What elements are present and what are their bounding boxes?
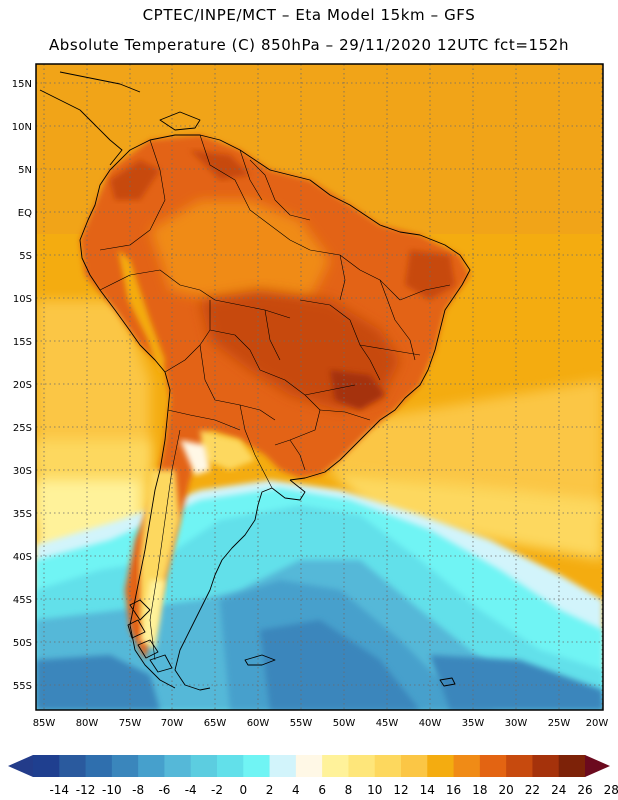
lon-label: 40W bbox=[419, 718, 442, 729]
lat-label: 55S bbox=[13, 681, 32, 692]
colorbar-swatch bbox=[401, 755, 428, 777]
colorbar-swatch bbox=[374, 755, 402, 777]
colorbar-swatch bbox=[558, 755, 586, 777]
lat-label: 20S bbox=[13, 380, 32, 391]
lon-label: 55W bbox=[290, 718, 313, 729]
colorbar-tick-label: 2 bbox=[266, 783, 274, 797]
lat-label: 30S bbox=[13, 466, 32, 477]
lat-label: 5N bbox=[18, 165, 32, 176]
lon-label: 35W bbox=[462, 718, 485, 729]
map-frame bbox=[35, 63, 604, 711]
colorbar-boxes bbox=[33, 755, 586, 777]
lat-label: EQ bbox=[18, 208, 32, 219]
colorbar-swatch bbox=[479, 755, 507, 777]
colorbar-swatch bbox=[295, 755, 323, 777]
colorbar-swatch bbox=[138, 755, 165, 777]
longitude-labels: 85W 80W 75W 70W 65W 60W 55W 50W 45W 40W … bbox=[33, 718, 609, 729]
country-borders bbox=[99, 134, 451, 661]
lon-label: 70W bbox=[161, 718, 184, 729]
colorbar-tick-label: -8 bbox=[132, 783, 144, 797]
lat-label: 15S bbox=[13, 337, 32, 348]
colorbar-tick-label: -14 bbox=[49, 783, 69, 797]
lat-label: 15N bbox=[12, 79, 32, 90]
lon-label: 30W bbox=[505, 718, 528, 729]
lon-label: 25W bbox=[548, 718, 571, 729]
lat-label: 35S bbox=[13, 509, 32, 520]
colorbar-swatch bbox=[269, 755, 297, 777]
colorbar-tick-label: 18 bbox=[472, 783, 487, 797]
colorbar-tick-label: 8 bbox=[345, 783, 353, 797]
map-title-line-1: CPTEC/INPE/MCT – Eta Model 15km – GFS bbox=[142, 6, 476, 24]
colorbar-swatch bbox=[59, 755, 87, 777]
lat-label: 5S bbox=[19, 251, 32, 262]
colorbar-tick-label: 14 bbox=[420, 783, 435, 797]
lon-label: 80W bbox=[76, 718, 99, 729]
colorbar-swatch bbox=[85, 755, 113, 777]
colorbar-swatch bbox=[453, 755, 481, 777]
lat-label: 10S bbox=[13, 294, 32, 305]
latitude-labels: 15N 10N 5N EQ 5S 10S 15S 20S 25S 30S 35S… bbox=[12, 79, 32, 692]
map-title-line-2: Absolute Temperature (C) 850hPa – 29/11/… bbox=[48, 36, 570, 54]
colorbar-tick-label: -2 bbox=[211, 783, 223, 797]
lon-label: 45W bbox=[376, 718, 399, 729]
colorbar-tick-label: 22 bbox=[525, 783, 540, 797]
colorbar-tick-label: 10 bbox=[367, 783, 382, 797]
colorbar-swatch bbox=[532, 755, 560, 777]
coastlines bbox=[39, 71, 471, 691]
lat-label: 10N bbox=[12, 122, 32, 133]
colorbar-tick-label: 20 bbox=[499, 783, 514, 797]
lat-label: 50S bbox=[13, 638, 32, 649]
colorbar-tick-label: -6 bbox=[158, 783, 170, 797]
colorbar-under-arrow bbox=[8, 755, 33, 777]
colorbar-tick-label: 28 bbox=[604, 783, 618, 797]
lon-label: 65W bbox=[204, 718, 227, 729]
colorbar-swatch bbox=[322, 755, 349, 777]
colorbar-tick-label: 24 bbox=[551, 783, 566, 797]
colorbar-swatch bbox=[427, 755, 455, 777]
colorbar-labels: -14 -12 -10 -8 -6 -4 -2 0 2 4 6 8 10 12 14 16 18 20 22 24 26… bbox=[49, 783, 618, 797]
temperature-field bbox=[36, 64, 603, 710]
graticule-lines bbox=[36, 64, 603, 710]
colorbar-tick-label: -10 bbox=[102, 783, 122, 797]
colorbar-swatch bbox=[111, 755, 139, 777]
lon-label: 20W bbox=[586, 718, 609, 729]
lon-label: 60W bbox=[247, 718, 270, 729]
lon-label: 85W bbox=[33, 718, 56, 729]
lat-label: 25S bbox=[13, 423, 32, 434]
colorbar-tick-label: 16 bbox=[446, 783, 461, 797]
colorbar-over-arrow bbox=[585, 755, 610, 777]
colorbar-swatch bbox=[243, 755, 271, 777]
lat-label: 40S bbox=[13, 552, 32, 563]
colorbar-swatch bbox=[348, 755, 376, 777]
colorbar-swatch bbox=[190, 755, 218, 777]
lon-label: 50W bbox=[333, 718, 356, 729]
colorbar-swatch bbox=[164, 755, 192, 777]
colorbar-tick-label: 0 bbox=[239, 783, 247, 797]
colorbar-tick-label: 12 bbox=[393, 783, 408, 797]
colorbar-tick-label: -12 bbox=[76, 783, 96, 797]
colorbar: -14 -12 -10 -8 -6 -4 -2 0 2 4 6 8 10 12 14 16 18 20 22 24 26… bbox=[8, 755, 618, 797]
colorbar-swatch bbox=[33, 755, 60, 777]
colorbar-tick-label: 4 bbox=[292, 783, 300, 797]
colorbar-tick-label: -4 bbox=[185, 783, 197, 797]
colorbar-swatch bbox=[506, 755, 533, 777]
colorbar-tick-label: 6 bbox=[318, 783, 326, 797]
colorbar-swatch bbox=[217, 755, 244, 777]
lon-label: 75W bbox=[119, 718, 142, 729]
lat-label: 45S bbox=[13, 595, 32, 606]
colorbar-tick-label: 26 bbox=[577, 783, 592, 797]
